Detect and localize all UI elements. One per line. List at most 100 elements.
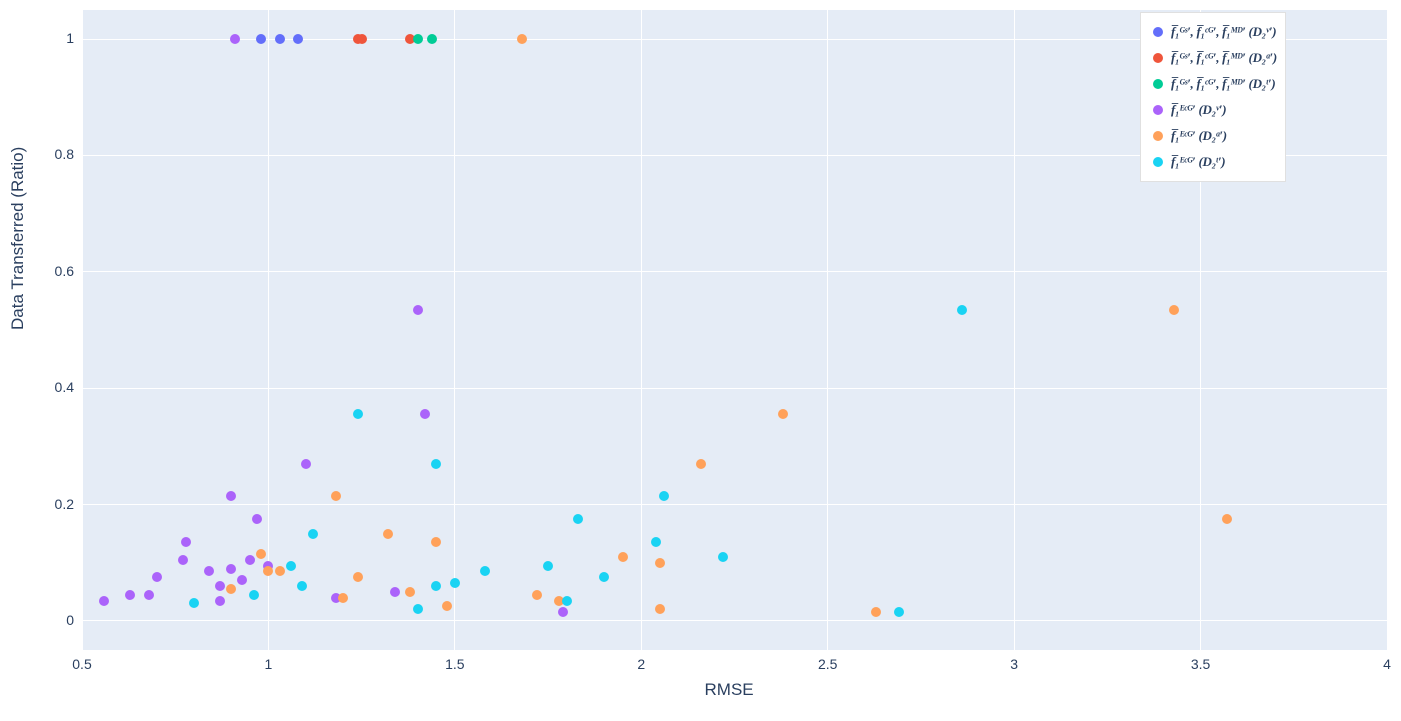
data-point — [252, 514, 262, 524]
x-tick-label: 4 — [1367, 656, 1401, 672]
legend-item[interactable]: f̅₁ᴳˢ′, f̅₁ᶜᴳ′, f̅₁ᴹᴰ′ (D₂ᵃ′) — [1149, 45, 1277, 71]
legend-swatch — [1153, 105, 1163, 115]
data-point — [390, 587, 400, 597]
data-point — [263, 566, 273, 576]
data-point — [562, 596, 572, 606]
legend-label: f̅₁ᴱᶜᴳ′ (D₂ᵃ′) — [1171, 128, 1227, 144]
data-point — [1169, 305, 1179, 315]
data-point — [1222, 514, 1232, 524]
y-gridline — [82, 271, 1387, 272]
data-point — [532, 590, 542, 600]
data-point — [181, 537, 191, 547]
data-point — [308, 529, 318, 539]
data-point — [215, 581, 225, 591]
data-point — [230, 34, 240, 44]
x-tick-label: 1 — [248, 656, 288, 672]
data-point — [427, 34, 437, 44]
legend: f̅₁ᴳˢ′, f̅₁ᶜᴳ′, f̅₁ᴹᴰ′ (D₂ᵛ′) f̅₁ᴳˢ′, f̅₁… — [1140, 12, 1286, 182]
data-point — [245, 555, 255, 565]
y-tick-label: 0.8 — [55, 146, 74, 162]
data-point — [226, 584, 236, 594]
data-point — [659, 491, 669, 501]
y-tick-label: 0.2 — [55, 496, 74, 512]
legend-item[interactable]: f̅₁ᴳˢ′, f̅₁ᶜᴳ′, f̅₁ᴹᴰ′ (D₂ᵛ′) — [1149, 19, 1277, 45]
data-point — [543, 561, 553, 571]
legend-item[interactable]: f̅₁ᴱᶜᴳ′ (D₂ᵗ′) — [1149, 149, 1277, 175]
x-axis-title: RMSE — [705, 680, 754, 700]
data-point — [226, 491, 236, 501]
data-point — [331, 491, 341, 501]
y-gridline — [82, 388, 1387, 389]
data-point — [894, 607, 904, 617]
data-point — [99, 596, 109, 606]
legend-swatch — [1153, 131, 1163, 141]
y-gridline — [82, 620, 1387, 621]
data-point — [275, 566, 285, 576]
data-point — [871, 607, 881, 617]
data-point — [655, 604, 665, 614]
data-point — [431, 581, 441, 591]
legend-item[interactable]: f̅₁ᴱᶜᴳ′ (D₂ᵃ′) — [1149, 123, 1277, 149]
data-point — [618, 552, 628, 562]
y-tick-label: 0.4 — [55, 379, 74, 395]
data-point — [293, 34, 303, 44]
legend-label: f̅₁ᴱᶜᴳ′ (D₂ᵗ′) — [1171, 154, 1225, 170]
data-point — [431, 459, 441, 469]
data-point — [353, 572, 363, 582]
y-tick-label: 1 — [66, 30, 74, 46]
data-point — [226, 564, 236, 574]
data-point — [286, 561, 296, 571]
data-point — [480, 566, 490, 576]
data-point — [256, 34, 266, 44]
data-point — [237, 575, 247, 585]
data-point — [651, 537, 661, 547]
x-gridline — [641, 10, 642, 650]
y-axis-title: Data Transferred (Ratio) — [8, 147, 28, 330]
data-point — [297, 581, 307, 591]
legend-label: f̅₁ᴱᶜᴳ′ (D₂ᵛ′) — [1171, 102, 1226, 118]
legend-swatch — [1153, 79, 1163, 89]
data-point — [431, 537, 441, 547]
x-tick-label: 0.5 — [62, 656, 102, 672]
data-point — [256, 549, 266, 559]
data-point — [413, 604, 423, 614]
data-point — [152, 572, 162, 582]
x-tick-label: 2 — [621, 656, 661, 672]
data-point — [215, 596, 225, 606]
data-point — [189, 598, 199, 608]
x-gridline — [1387, 10, 1388, 650]
data-point — [573, 514, 583, 524]
data-point — [405, 587, 415, 597]
legend-item[interactable]: f̅₁ᴱᶜᴳ′ (D₂ᵛ′) — [1149, 97, 1277, 123]
x-tick-label: 3 — [994, 656, 1034, 672]
legend-swatch — [1153, 53, 1163, 63]
legend-item[interactable]: f̅₁ᴳˢ′, f̅₁ᶜᴳ′, f̅₁ᴹᴰ′ (D₂ᵗ′) — [1149, 71, 1277, 97]
legend-swatch — [1153, 27, 1163, 37]
x-tick-label: 2.5 — [808, 656, 848, 672]
data-point — [517, 34, 527, 44]
data-point — [413, 34, 423, 44]
data-point — [249, 590, 259, 600]
legend-swatch — [1153, 157, 1163, 167]
data-point — [357, 34, 367, 44]
scatter-chart: 0.511.522.533.54 00.20.40.60.81 Data Tra… — [0, 0, 1401, 721]
y-tick-label: 0.6 — [55, 263, 74, 279]
data-point — [178, 555, 188, 565]
data-point — [957, 305, 967, 315]
x-gridline — [827, 10, 828, 650]
data-point — [413, 305, 423, 315]
data-point — [301, 459, 311, 469]
x-gridline — [82, 10, 83, 650]
legend-label: f̅₁ᴳˢ′, f̅₁ᶜᴳ′, f̅₁ᴹᴰ′ (D₂ᵃ′) — [1171, 50, 1277, 66]
data-point — [718, 552, 728, 562]
x-gridline — [1014, 10, 1015, 650]
data-point — [655, 558, 665, 568]
data-point — [144, 590, 154, 600]
data-point — [204, 566, 214, 576]
y-gridline — [82, 504, 1387, 505]
data-point — [338, 593, 348, 603]
data-point — [442, 601, 452, 611]
data-point — [275, 34, 285, 44]
data-point — [420, 409, 430, 419]
x-gridline — [268, 10, 269, 650]
